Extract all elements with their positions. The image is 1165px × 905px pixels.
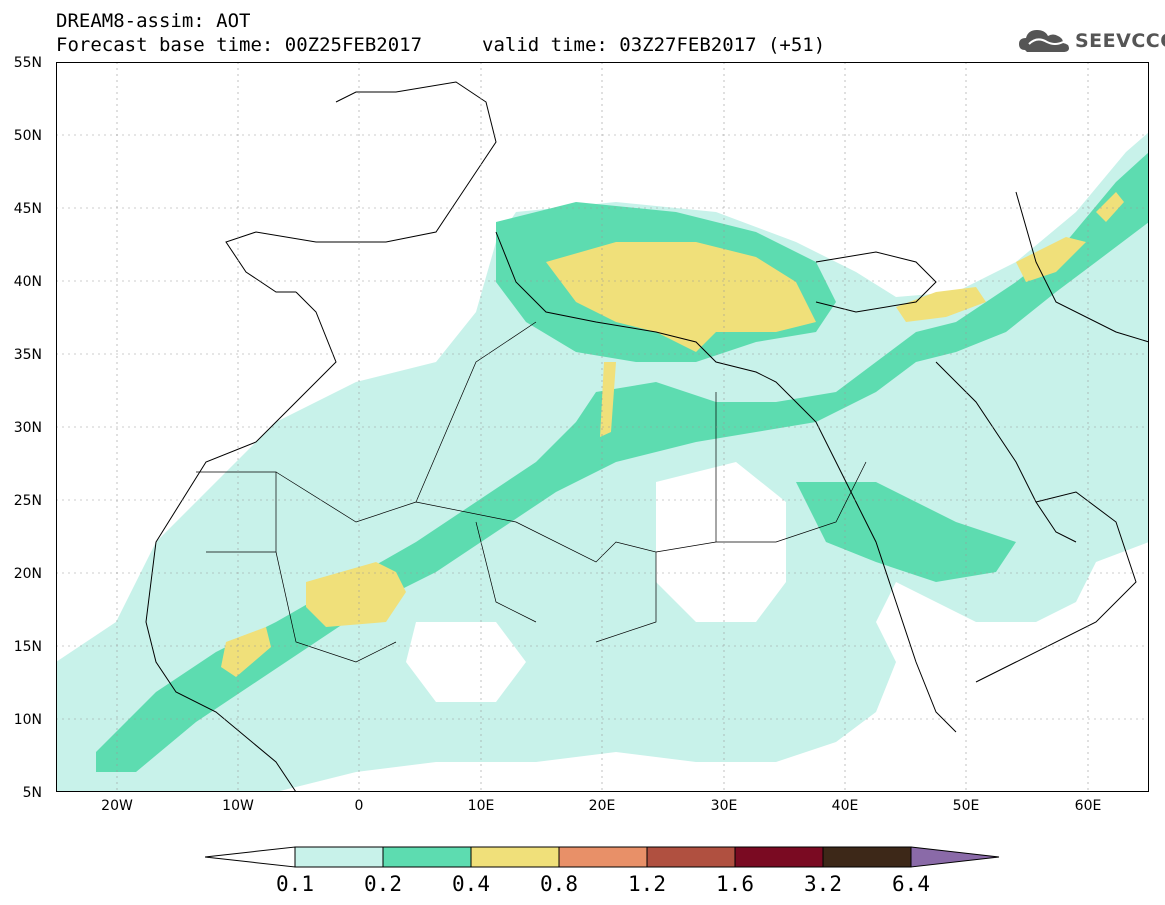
seevccc-logo: SEEVCCC [1017, 24, 1165, 58]
lat-label: 10N [13, 712, 42, 728]
forecast-base-time: Forecast base time: 00Z25FEB2017 [56, 34, 423, 56]
product-title: DREAM8-assim: AOT [56, 10, 251, 32]
lat-label: 50N [13, 128, 42, 144]
lat-label: 5N [22, 785, 42, 801]
cloud-icon [1019, 30, 1069, 52]
legend-tick: 6.4 [892, 872, 930, 896]
legend-swatch [558, 846, 648, 868]
aot-field [56, 132, 1149, 792]
lat-label: 55N [13, 55, 42, 71]
legend-swatch [294, 846, 384, 868]
legend-low-arrow [205, 846, 296, 868]
legend-tick: 1.2 [628, 872, 666, 896]
lon-label: 30E [710, 798, 738, 814]
aot-band-0-2 [96, 152, 1149, 772]
coastlines [145, 81, 1149, 792]
valid-time: valid time: 03Z27FEB2017 (+51) [482, 34, 826, 56]
lat-label: 20N [13, 566, 42, 582]
aot-band-0-4 [221, 627, 271, 677]
lon-label: 0 [354, 798, 364, 814]
logo-text: SEEVCCC [1075, 30, 1165, 52]
legend-swatch [470, 846, 560, 868]
lon-label: 10W [222, 798, 254, 814]
lon-label: 50E [952, 798, 980, 814]
graticule [56, 62, 1149, 792]
lon-label: 20W [101, 798, 133, 814]
legend-tick: 0.1 [276, 872, 314, 896]
lon-label: 10E [467, 798, 495, 814]
legend-swatch [646, 846, 736, 868]
aot-map [56, 62, 1149, 792]
aot-band-0-4 [1096, 192, 1124, 222]
lat-label: 40N [13, 274, 42, 290]
lat-label: 30N [13, 420, 42, 436]
country-borders [196, 321, 867, 663]
legend-tick: 0.8 [540, 872, 578, 896]
legend-swatch [822, 846, 912, 868]
lat-label: 15N [13, 639, 42, 655]
aot-band-0-4 [1016, 237, 1086, 282]
map-border [56, 62, 1149, 792]
aot-band-0-2 [796, 482, 1016, 582]
aot-band-0-4 [600, 362, 616, 437]
lat-label: 35N [13, 347, 42, 363]
aot-clear-area [406, 622, 526, 702]
legend-swatch [382, 846, 472, 868]
legend-swatch [734, 846, 824, 868]
legend-tick: 1.6 [716, 872, 754, 896]
aot-band-0-4 [546, 242, 816, 352]
aot-band-0-4 [896, 287, 986, 322]
lat-label: 25N [13, 493, 42, 509]
aot-band-0-4 [306, 562, 406, 627]
legend-tick: 0.2 [364, 872, 402, 896]
longitude-axis: 20W 10W 0 10E 20E 30E 40E 50E 60E [0, 798, 1165, 822]
color-legend [205, 846, 1000, 868]
lon-label: 40E [831, 798, 859, 814]
legend-high-arrow [910, 846, 1000, 868]
legend-tick: 0.4 [452, 872, 490, 896]
lat-label: 45N [13, 201, 42, 217]
lon-label: 20E [588, 798, 616, 814]
latitude-axis: 55N 50N 45N 40N 35N 30N 25N 20N 15N 10N … [0, 0, 54, 905]
lon-label: 60E [1074, 798, 1102, 814]
legend-tick: 3.2 [804, 872, 842, 896]
